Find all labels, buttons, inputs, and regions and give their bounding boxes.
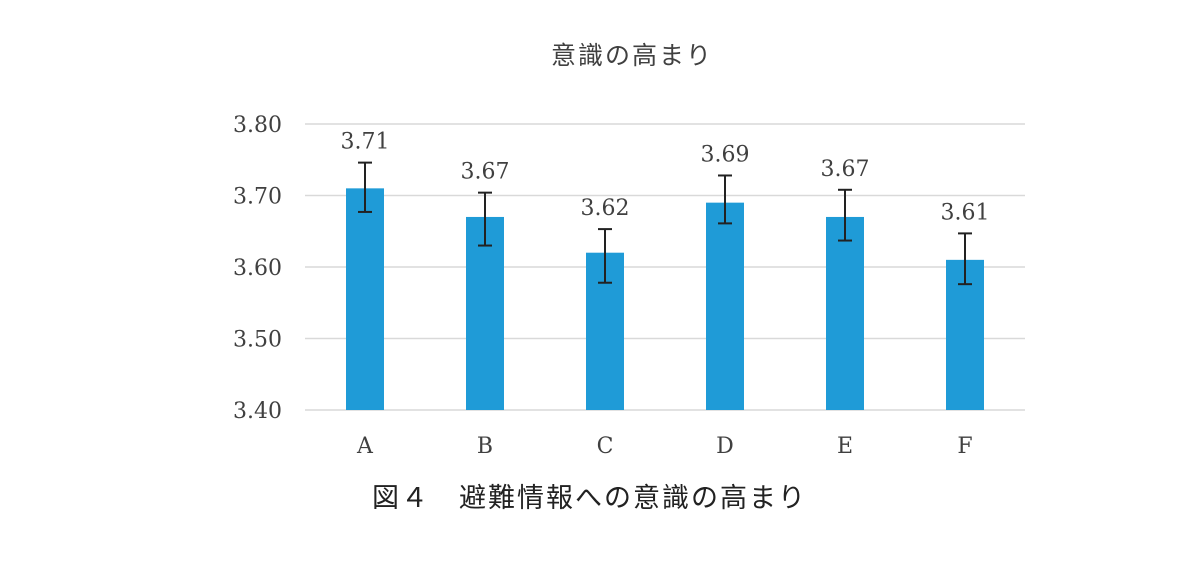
category-label-F: F — [957, 434, 972, 459]
data-label-E: 3.67 — [821, 157, 870, 182]
data-label-A: 3.71 — [341, 130, 390, 155]
category-label-B: B — [477, 434, 493, 459]
gridlines — [305, 123, 1025, 411]
error-bar-C — [598, 228, 612, 284]
error-bar-B — [478, 191, 492, 247]
y-tick-label: 3.50 — [233, 328, 282, 353]
error-bar-F — [958, 232, 972, 286]
category-label-D: D — [716, 434, 734, 459]
category-label-A: A — [356, 434, 374, 459]
error-bars — [358, 161, 972, 286]
y-tick-label: 3.60 — [233, 256, 282, 281]
bar-B — [466, 216, 504, 410]
category-label-C: C — [597, 434, 614, 459]
bar-A — [346, 188, 384, 410]
data-labels: 3.71 3.67 3.62 3.69 3.67 3.61 — [341, 130, 990, 226]
chart-title: 意識の高まり — [551, 41, 713, 70]
error-bar-D — [718, 174, 732, 225]
y-axis-tick-labels: 3.40 3.50 3.60 3.70 3.80 — [233, 113, 282, 424]
error-bar-E — [838, 188, 852, 242]
bar-D — [706, 202, 744, 410]
category-label-E: E — [837, 434, 853, 459]
error-bar-A — [358, 161, 372, 213]
y-tick-label: 3.80 — [233, 113, 282, 138]
bar-E — [826, 216, 864, 410]
x-axis-category-labels: A B C D E F — [356, 434, 973, 459]
data-label-C: 3.62 — [581, 196, 630, 221]
y-tick-label: 3.70 — [233, 185, 282, 210]
bar-chart: 意識の高まり 3.40 3.50 3.60 3.70 3.80 3.71 3.67 3.62… — [233, 41, 1025, 459]
figure-caption: 図４ 避難情報への意識の高まり — [372, 483, 807, 514]
data-label-B: 3.67 — [461, 160, 510, 185]
y-tick-label: 3.40 — [233, 399, 282, 424]
data-label-F: 3.61 — [941, 200, 990, 225]
data-label-D: 3.69 — [701, 142, 750, 167]
bars — [346, 188, 984, 410]
